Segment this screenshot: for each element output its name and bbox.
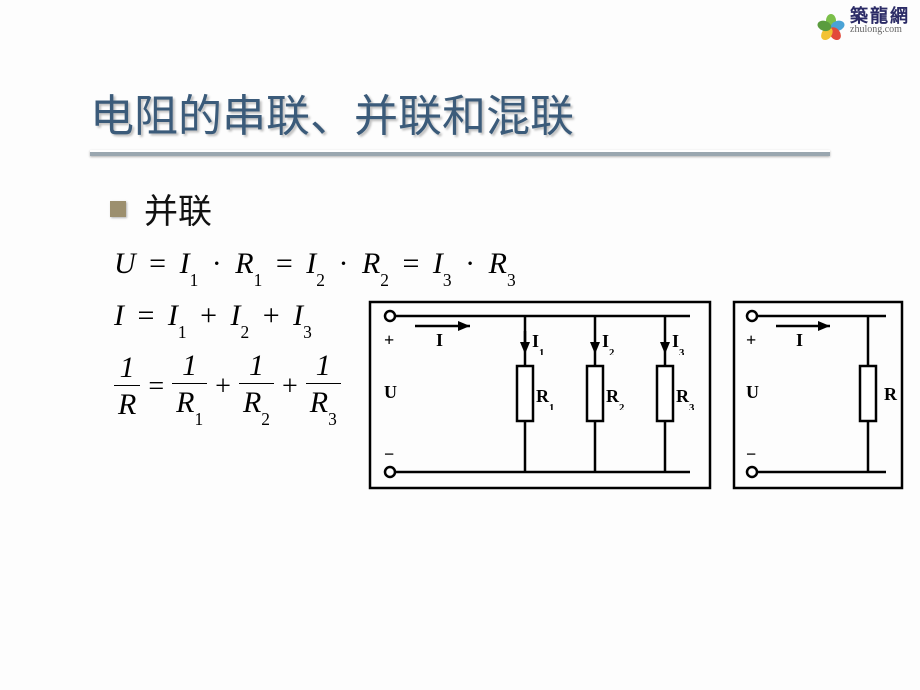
- sym-I: I: [114, 299, 124, 332]
- lbl-minus: −: [384, 444, 394, 464]
- op-plus: +: [207, 371, 239, 403]
- site-logo: 築龍網 zhulong.com: [816, 6, 910, 36]
- lbl-U: U: [384, 382, 397, 402]
- lbl-R-eq: R: [884, 384, 898, 404]
- bullet-text: 并联: [144, 184, 212, 233]
- bullet-item: 并联: [110, 184, 830, 233]
- sym-I2: I: [231, 299, 241, 332]
- sym-I3: I: [293, 299, 303, 332]
- op-eq: =: [143, 247, 172, 280]
- sym-I1: I: [180, 247, 190, 280]
- circuit-diagram: + − U I + − U I R I1 I2 I3 R1 R2 R3: [360, 296, 910, 496]
- op-plus: +: [274, 371, 306, 403]
- lbl-I: I: [436, 330, 443, 350]
- bullet-icon: [110, 201, 126, 217]
- op-eq: =: [396, 247, 425, 280]
- frac-1R1: 1 R1: [172, 351, 207, 422]
- lbl-minus2: −: [746, 444, 756, 464]
- op-dot: ·: [206, 247, 228, 280]
- lbl-R2: R2: [606, 386, 624, 406]
- op-plus: +: [257, 299, 286, 332]
- lbl-I1: I1: [532, 331, 544, 351]
- equation-voltage: U = I1 · R1 = I2 · R2 = I3 · R3: [114, 247, 830, 285]
- lbl-plus: +: [384, 330, 394, 350]
- lbl-plus2: +: [746, 330, 756, 350]
- frac-1R: 1 R: [114, 353, 140, 420]
- lbl-R1: R1: [536, 386, 554, 406]
- op-plus: +: [194, 299, 223, 332]
- sym-I1: I: [168, 299, 178, 332]
- op-eq: =: [270, 247, 299, 280]
- logo-text-cn: 築龍網: [850, 7, 910, 25]
- lbl-I2: I2: [602, 331, 614, 351]
- op-eq: =: [132, 299, 161, 332]
- sym-U: U: [114, 247, 136, 280]
- sym-R2: R: [362, 247, 380, 280]
- sym-I3: I: [433, 247, 443, 280]
- frac-1R3: 1 R3: [306, 351, 341, 422]
- title-underline: [90, 150, 830, 156]
- sym-R1: R: [235, 247, 253, 280]
- lbl-I-eq: I: [796, 330, 803, 350]
- lbl-U2: U: [746, 382, 759, 402]
- op-eq: =: [140, 371, 172, 403]
- frac-1R2: 1 R2: [239, 351, 274, 422]
- logo-pinwheel-icon: [816, 6, 846, 36]
- sym-I2: I: [306, 247, 316, 280]
- op-dot: ·: [459, 247, 481, 280]
- op-dot: ·: [332, 247, 354, 280]
- lbl-R3: R3: [676, 386, 694, 406]
- logo-text-en: zhulong.com: [850, 25, 910, 35]
- sym-R3: R: [489, 247, 507, 280]
- lbl-I3: I3: [672, 331, 684, 351]
- slide-title: 电阻的串联、并联和混联: [90, 80, 830, 144]
